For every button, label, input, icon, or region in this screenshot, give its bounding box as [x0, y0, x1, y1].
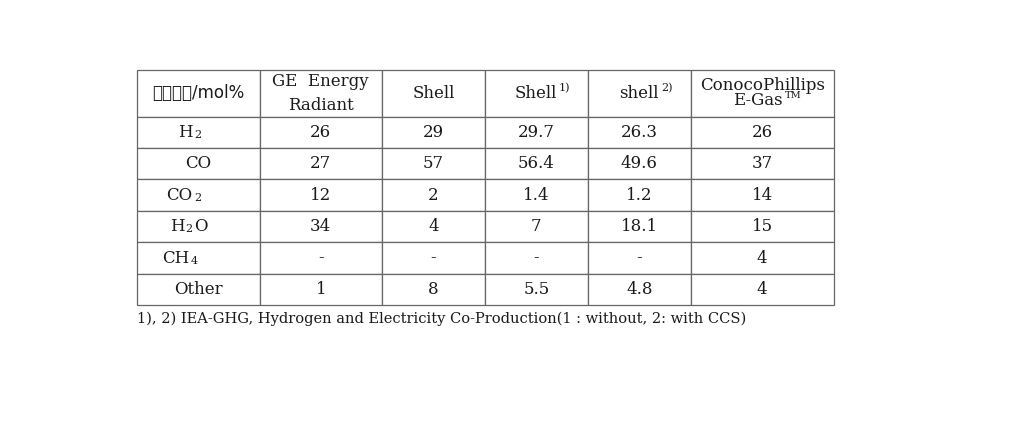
Text: H: H [178, 124, 192, 141]
Text: 1), 2) IEA-GHG, Hydrogen and Electricity Co-Production(1 : without, 2: with CCS): 1), 2) IEA-GHG, Hydrogen and Electricity… [137, 311, 747, 326]
Bar [691, 71, 834, 116]
Text: 5.5: 5.5 [523, 281, 549, 298]
Bar [588, 242, 691, 274]
Bar [260, 274, 382, 305]
Text: -: - [533, 250, 539, 266]
Bar [485, 274, 588, 305]
Bar [485, 242, 588, 274]
Text: 4: 4 [757, 281, 767, 298]
Text: shell: shell [620, 85, 659, 102]
Text: -: - [318, 250, 323, 266]
Text: CH: CH [162, 250, 189, 266]
Bar [137, 71, 260, 116]
Text: 2: 2 [428, 186, 439, 204]
Text: 27: 27 [310, 155, 331, 172]
Bar [691, 211, 834, 242]
Text: 1.4: 1.4 [523, 186, 549, 204]
Text: Other: Other [174, 281, 223, 298]
Text: 4: 4 [757, 250, 767, 266]
Bar [382, 71, 485, 116]
Text: 56.4: 56.4 [518, 155, 554, 172]
Text: -: - [636, 250, 642, 266]
Text: 26.3: 26.3 [621, 124, 658, 141]
Bar [485, 148, 588, 179]
Text: 4: 4 [190, 256, 197, 266]
Bar [485, 211, 588, 242]
Bar [260, 116, 382, 148]
Bar [588, 148, 691, 179]
Text: Shell: Shell [412, 85, 454, 102]
Text: 4.8: 4.8 [626, 281, 653, 298]
Bar [485, 71, 588, 116]
Bar [382, 179, 485, 211]
Bar [691, 148, 834, 179]
Bar [691, 274, 834, 305]
Bar [260, 179, 382, 211]
Bar [137, 116, 260, 148]
Bar [137, 148, 260, 179]
Bar [382, 148, 485, 179]
Bar [588, 211, 691, 242]
Text: ConocoPhillips: ConocoPhillips [700, 77, 825, 95]
Text: E-Gas: E-Gas [733, 92, 783, 110]
Text: 2: 2 [185, 224, 192, 234]
Text: 29: 29 [422, 124, 444, 141]
Bar [485, 179, 588, 211]
Bar [691, 179, 834, 211]
Bar [485, 116, 588, 148]
Text: 37: 37 [752, 155, 772, 172]
Bar [588, 71, 691, 116]
Text: 2: 2 [193, 130, 201, 140]
Text: 1): 1) [559, 83, 570, 93]
Bar [137, 242, 260, 274]
Text: 26: 26 [310, 124, 331, 141]
Text: CO: CO [166, 186, 192, 204]
Text: CO: CO [185, 155, 212, 172]
Text: 1: 1 [315, 281, 326, 298]
Bar [260, 242, 382, 274]
Text: 18.1: 18.1 [621, 218, 658, 235]
Bar [691, 242, 834, 274]
Bar [382, 211, 485, 242]
Text: 4: 4 [428, 218, 439, 235]
Bar [137, 211, 260, 242]
Text: 49.6: 49.6 [621, 155, 658, 172]
Text: 26: 26 [752, 124, 772, 141]
Text: 2): 2) [662, 83, 673, 93]
Text: -: - [431, 250, 436, 266]
Bar [588, 179, 691, 211]
Text: 14: 14 [752, 186, 772, 204]
Text: 2: 2 [193, 193, 201, 203]
Text: 34: 34 [310, 218, 331, 235]
Text: 가스조성/mol%: 가스조성/mol% [152, 84, 244, 103]
Text: TM: TM [786, 91, 802, 99]
Bar [260, 148, 382, 179]
Bar [691, 116, 834, 148]
Text: H: H [170, 218, 184, 235]
Bar [260, 71, 382, 116]
Bar [382, 116, 485, 148]
Text: 12: 12 [310, 186, 331, 204]
Bar [588, 274, 691, 305]
Text: O: O [194, 218, 208, 235]
Bar [382, 242, 485, 274]
Text: Shell: Shell [516, 85, 558, 102]
Text: GE  Energy
Radiant: GE Energy Radiant [272, 73, 369, 114]
Text: 7: 7 [531, 218, 541, 235]
Text: 29.7: 29.7 [518, 124, 554, 141]
Bar [137, 179, 260, 211]
Bar [382, 274, 485, 305]
Text: 57: 57 [422, 155, 444, 172]
Text: 1.2: 1.2 [626, 186, 653, 204]
Bar [260, 211, 382, 242]
Bar [137, 274, 260, 305]
Text: 15: 15 [752, 218, 772, 235]
Bar [588, 116, 691, 148]
Text: 8: 8 [428, 281, 439, 298]
